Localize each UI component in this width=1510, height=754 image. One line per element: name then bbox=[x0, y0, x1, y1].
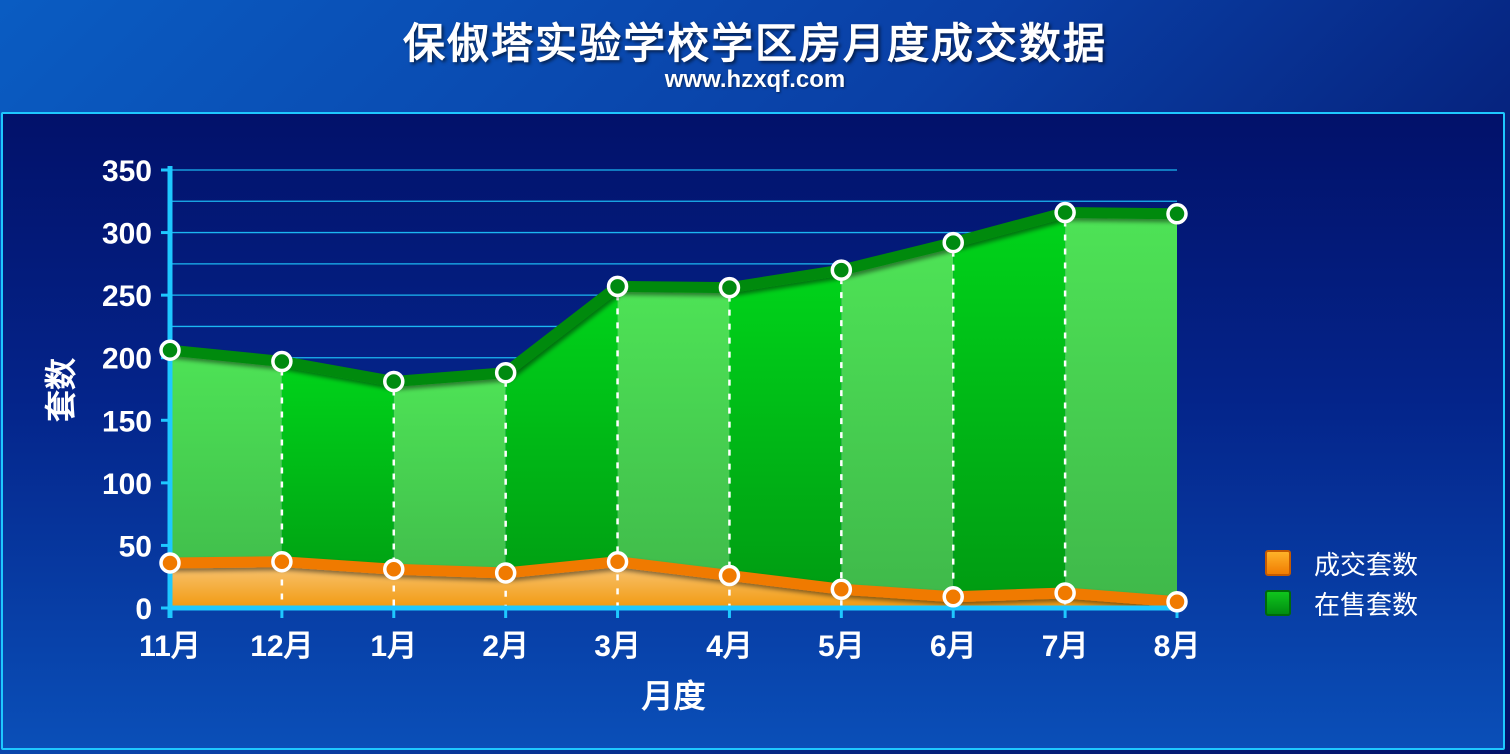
legend-label: 成交套数 bbox=[1314, 551, 1418, 581]
listed-area-band bbox=[953, 212, 1066, 608]
legend-swatch bbox=[1265, 550, 1291, 576]
x-tick-label: 6月 bbox=[930, 630, 977, 663]
listed-area-band bbox=[170, 350, 282, 608]
x-tick-label: 4月 bbox=[706, 630, 753, 663]
x-tick-label: 12月 bbox=[250, 630, 313, 663]
x-tick-label: 1月 bbox=[370, 630, 417, 663]
listed-data-point bbox=[159, 339, 181, 361]
x-tick-label: 8月 bbox=[1154, 630, 1201, 663]
listed-area-band bbox=[393, 372, 506, 608]
sold-series-line bbox=[164, 556, 1183, 608]
listed-data-point bbox=[494, 361, 517, 384]
legend-item-listed: 在售套数 bbox=[1265, 590, 1418, 621]
listed-area-band bbox=[729, 270, 842, 608]
legend-label: 在售套数 bbox=[1314, 591, 1418, 621]
sold-data-point bbox=[494, 562, 517, 584]
y-tick-label: 50 bbox=[119, 530, 152, 563]
listed-data-point bbox=[271, 350, 293, 373]
listed-data-point bbox=[942, 231, 964, 254]
x-tick-label: 5月 bbox=[818, 630, 865, 663]
listed-area-band bbox=[617, 286, 730, 608]
listed-data-point bbox=[830, 259, 853, 281]
listed-data-point bbox=[606, 275, 629, 298]
y-tick-label: 100 bbox=[102, 468, 152, 501]
y-tick-label: 200 bbox=[102, 343, 152, 376]
x-axis-title: 月度 bbox=[641, 677, 705, 715]
sold-data-point bbox=[1054, 582, 1076, 604]
sold-data-point bbox=[830, 578, 853, 600]
data-points bbox=[159, 201, 1188, 613]
series-lines bbox=[164, 207, 1183, 608]
listed-data-point bbox=[383, 370, 405, 393]
area-layers bbox=[170, 212, 1177, 608]
sold-data-point bbox=[942, 585, 964, 608]
y-axis-title: 套数 bbox=[42, 357, 80, 422]
y-tick-label: 250 bbox=[102, 280, 152, 313]
sold-data-point bbox=[718, 564, 741, 587]
y-tick-label: 300 bbox=[102, 218, 152, 251]
chart-title: 保俶塔实验学校学区房月度成交数据 bbox=[402, 19, 1107, 68]
sold-data-point bbox=[159, 552, 181, 574]
legend-item-sold: 成交套数 bbox=[1265, 550, 1418, 581]
listed-data-point bbox=[1166, 203, 1188, 225]
listed-data-point bbox=[1054, 201, 1076, 224]
y-tick-label: 0 bbox=[135, 593, 152, 626]
x-tick-label: 3月 bbox=[594, 630, 641, 663]
listed-series-line bbox=[164, 207, 1183, 387]
chart-subtitle: www.hzxqf.com bbox=[664, 66, 846, 93]
listed-area-band bbox=[1065, 212, 1177, 608]
x-tick-label: 7月 bbox=[1042, 630, 1089, 663]
chart-header: 保俶塔实验学校学区房月度成交数据 www.hzxqf.com bbox=[0, 0, 1510, 112]
sold-data-point bbox=[383, 558, 405, 580]
x-tick-label: 2月 bbox=[482, 630, 529, 663]
listed-area-band bbox=[281, 361, 394, 608]
sold-data-point bbox=[606, 550, 629, 573]
y-tick-label: 150 bbox=[102, 405, 152, 438]
axis-labels: 0 50 100 150 200 250 300 350 11月 12月 1月 2月 3月 4月 5月 6月 7… bbox=[42, 155, 1200, 715]
sold-data-point bbox=[271, 550, 293, 573]
listed-data-point bbox=[718, 276, 741, 299]
y-tick-label: 350 bbox=[102, 155, 152, 188]
sold-data-point bbox=[1166, 590, 1188, 613]
x-tick-label: 11月 bbox=[139, 630, 201, 663]
listed-area-band bbox=[841, 242, 954, 608]
listed-area-band bbox=[505, 286, 618, 608]
legend-swatch bbox=[1265, 590, 1291, 616]
